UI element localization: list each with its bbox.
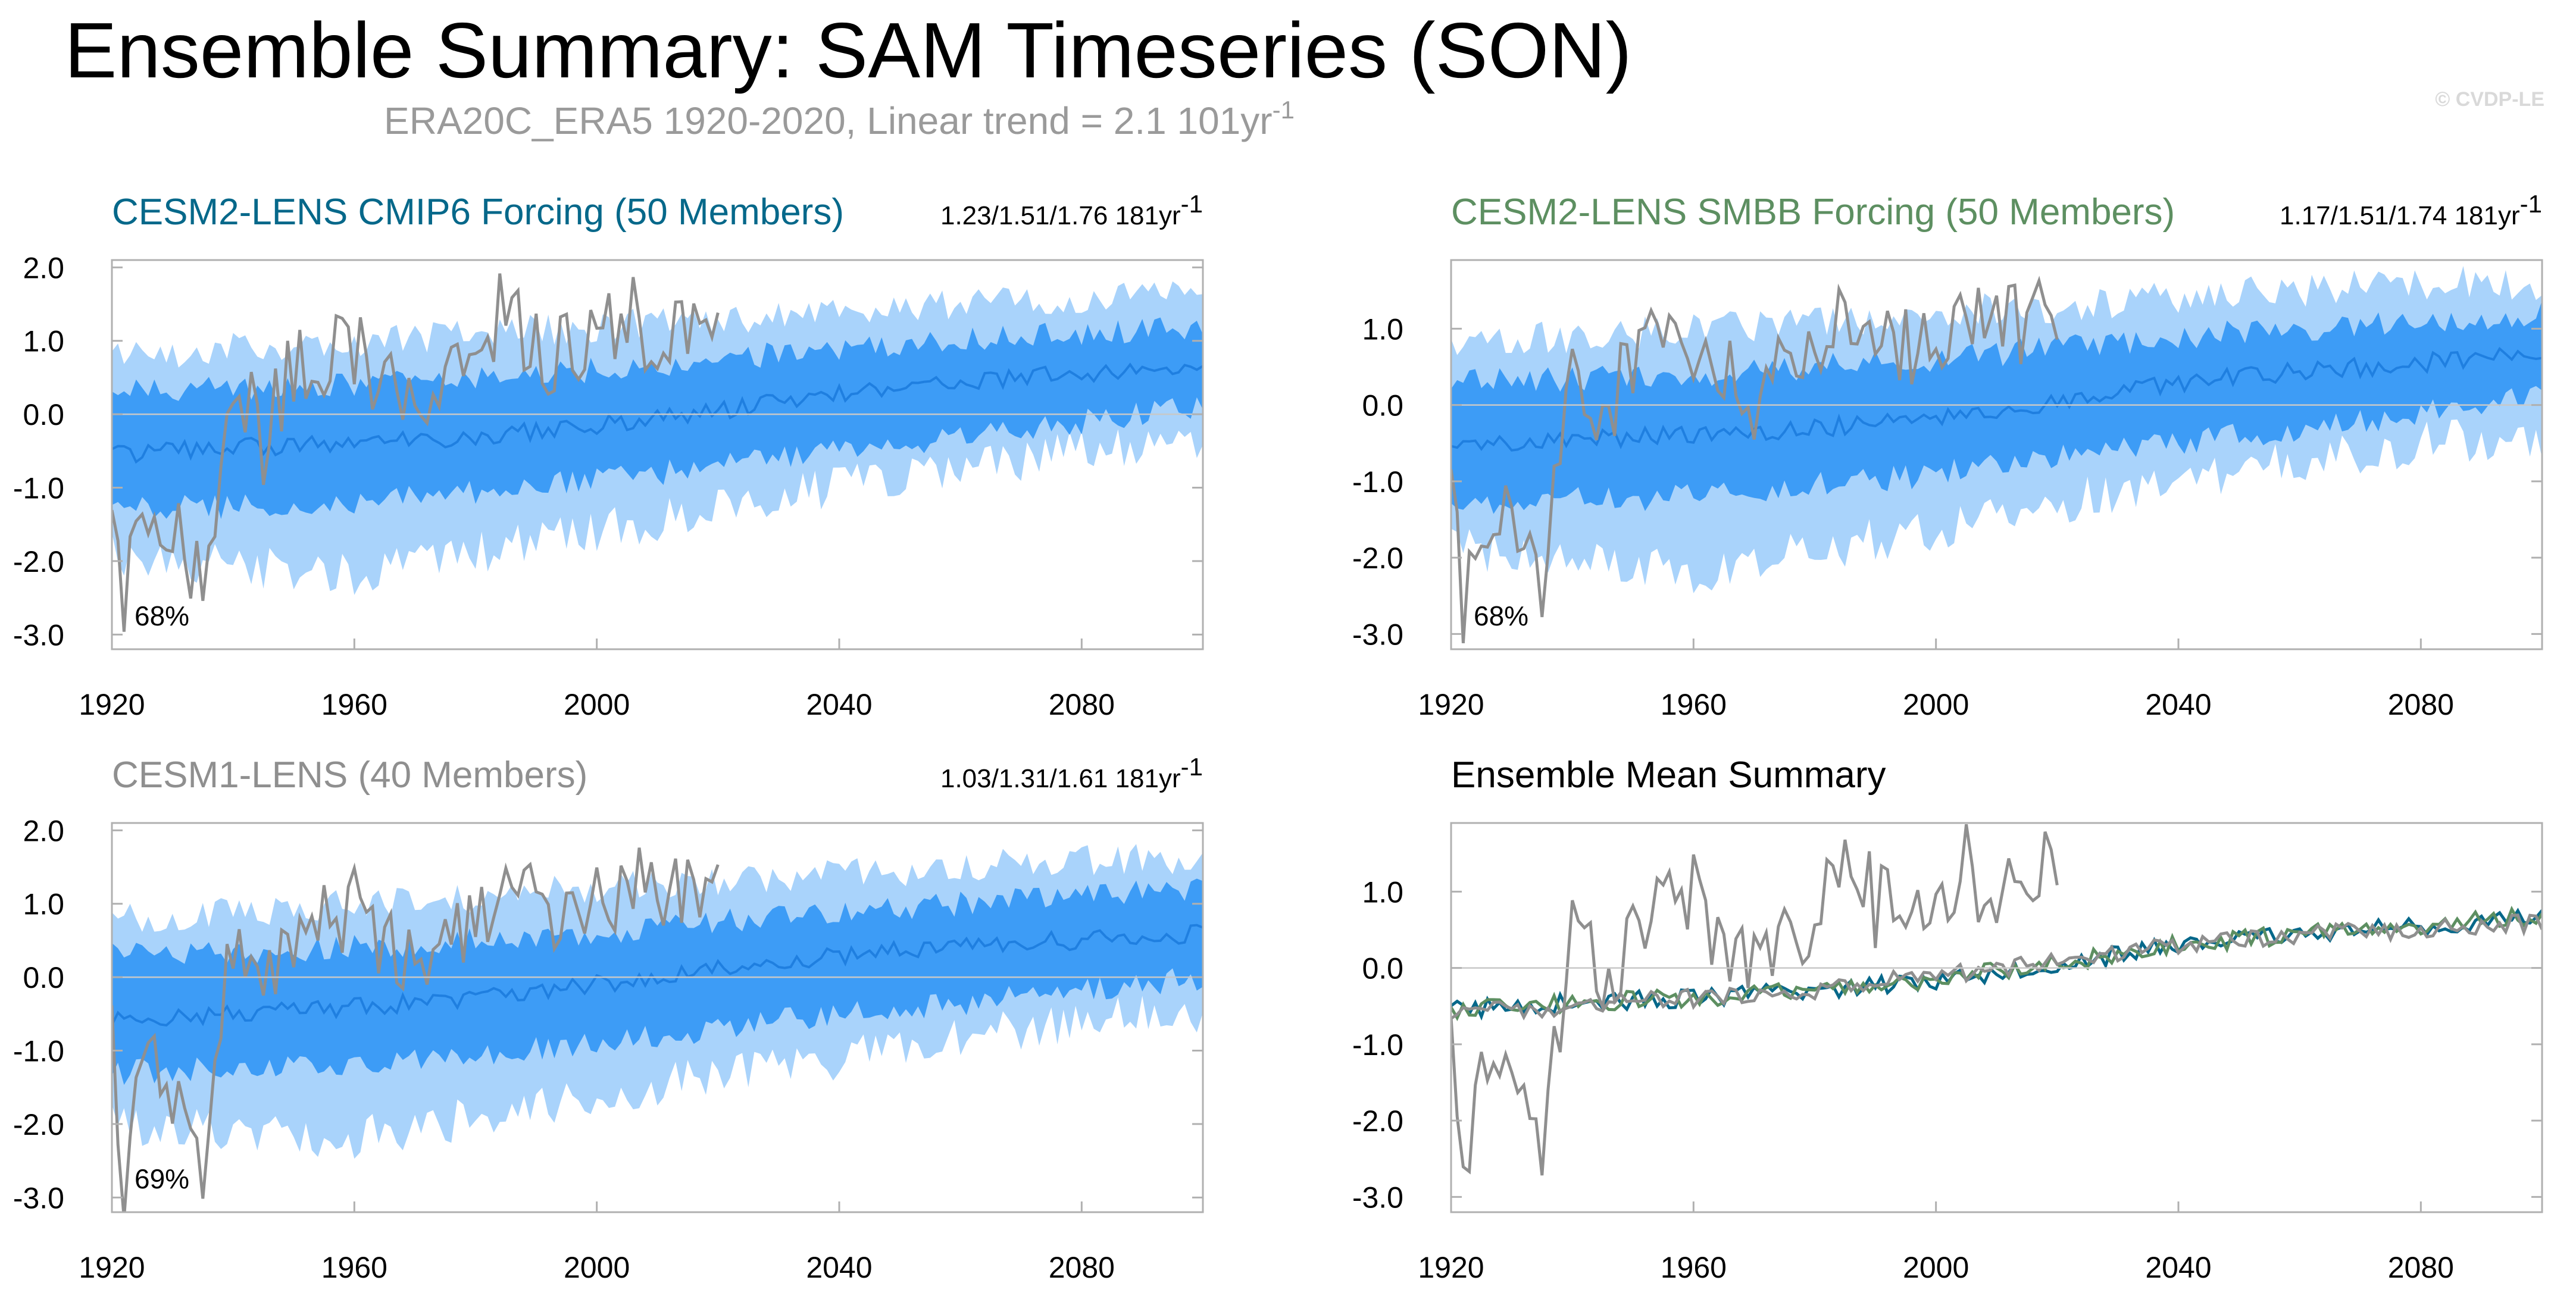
y-tick-label: 1.0 [1362,875,1403,909]
ensemble-mean-line [1451,346,2542,452]
plot-area [112,273,1203,632]
figure-subtitle: ERA20C_ERA5 1920-2020, Linear trend = 2.… [384,96,1295,142]
x-tick-label: 2040 [2145,688,2211,721]
chart-panel-3: CESM1-LENS (40 Members) 1.03/1.31/1.61 18… [13,753,1204,1284]
x-tick-label: 2040 [2145,1251,2211,1284]
x-tick-label: 2080 [2388,688,2454,721]
observed-series-line [1451,276,2059,643]
x-tick-label: 1960 [1661,688,1727,721]
y-tick-label: 1.0 [23,888,64,921]
plot-area [1451,824,2542,1176]
chart-panel-2: CESM2-LENS SMBB Forcing (50 Members) 1.17… [1352,190,2543,721]
series-line-4 [1451,824,2059,1176]
panel-stats: 1.03/1.31/1.61 181yr-1 [940,753,1203,793]
y-tick-label: -2.0 [13,1108,64,1141]
panel-stats: 1.23/1.51/1.76 181yr-1 [940,190,1203,230]
y-tick-label: 1.0 [1362,312,1403,346]
y-tick-label: -3.0 [13,618,64,652]
x-tick-label: 2000 [564,688,630,721]
y-tick-label: -1.0 [13,472,64,505]
ensemble-percent-label: 68% [135,600,189,631]
figure-title: Ensemble Summary: SAM Timeseries (SON) [64,7,1631,94]
y-tick-label: -2.0 [1352,542,1403,575]
series-line-3 [1451,913,2542,1021]
x-tick-label: 1960 [1661,1251,1727,1284]
chart-panel-1: CESM2-LENS CMIP6 Forcing (50 Members) 1.2… [13,190,1204,721]
axis-frame [111,822,1204,1213]
figure-subtitle-text: ERA20C_ERA5 1920-2020, Linear trend = 2.… [384,99,1273,142]
y-tick-label: -1.0 [1352,465,1403,499]
x-tick-label: 2080 [1049,1251,1115,1284]
y-tick-label: -3.0 [1352,1181,1403,1214]
ensemble-percent-label: 68% [1474,600,1528,631]
axis-frame [1450,259,2543,650]
y-tick-label: -1.0 [1352,1028,1403,1062]
x-tick-label: 1920 [1418,688,1484,721]
x-tick-label: 2000 [564,1251,630,1284]
x-tick-label: 1920 [79,1251,145,1284]
y-tick-label: -3.0 [13,1181,64,1215]
x-tick-label: 1920 [79,688,145,721]
y-tick-label: 0.0 [23,961,64,994]
figure-subtitle-superscript: -1 [1273,96,1295,124]
y-tick-label: -2.0 [1352,1104,1403,1138]
ensemble-percent-label: 69% [135,1163,189,1194]
panel-stats-text: 1.03/1.31/1.61 181yr [940,764,1181,793]
y-tick-label: -3.0 [1352,618,1403,651]
ensemble-mean-line [112,924,1203,1027]
panel-title: Ensemble Mean Summary [1451,755,1886,796]
y-tick-label: 0.0 [1362,952,1403,985]
chart-panel-4: Ensemble Mean Summary 1.0 0.0 -1.0 -2.0 -3.0 1… [1352,755,2543,1284]
x-tick-label: 1960 [321,688,387,721]
observed-series-line [112,847,720,1212]
y-tick-label: -2.0 [13,545,64,578]
x-tick-label: 2080 [1049,688,1115,721]
y-tick-label: 0.0 [1362,389,1403,423]
panel-stats-superscript: -1 [1181,190,1203,218]
y-tick-label: -1.0 [13,1035,64,1068]
ensemble-mean-line [112,362,1203,464]
plot-area [1451,266,2542,643]
x-tick-label: 1920 [1418,1251,1484,1284]
axis-frame [111,259,1204,650]
copyright-mark: © CVDP-LE [2435,88,2544,111]
panels: CESM2-LENS CMIP6 Forcing (50 Members) 1.2… [13,190,2543,1284]
y-tick-label: 2.0 [23,251,64,284]
x-tick-label: 2040 [806,1251,872,1284]
axis-frame [1450,822,2543,1213]
panel-title: CESM2-LENS CMIP6 Forcing (50 Members) [112,192,844,233]
x-tick-label: 2040 [806,688,872,721]
panel-stats: 1.17/1.51/1.74 181yr-1 [2280,190,2542,230]
panel-stats-text: 1.23/1.51/1.76 181yr [940,201,1181,230]
y-tick-label: 1.0 [23,325,64,358]
panel-stats-superscript: -1 [2520,190,2542,218]
x-tick-label: 2000 [1903,1251,1969,1284]
x-tick-label: 1960 [321,1251,387,1284]
inner-spread-band [1451,300,2542,514]
panel-title: CESM2-LENS SMBB Forcing (50 Members) [1451,192,2175,233]
plot-area [112,844,1203,1212]
y-tick-label: 0.0 [23,398,64,431]
x-tick-label: 2080 [2388,1251,2454,1284]
inner-spread-band [112,317,1203,520]
panel-stats-superscript: -1 [1181,753,1203,781]
panel-title: CESM1-LENS (40 Members) [112,755,587,796]
observed-series-line [112,273,720,632]
x-tick-label: 2000 [1903,688,1969,721]
panel-stats-text: 1.17/1.51/1.74 181yr [2280,201,2520,230]
y-tick-label: 2.0 [23,814,64,847]
